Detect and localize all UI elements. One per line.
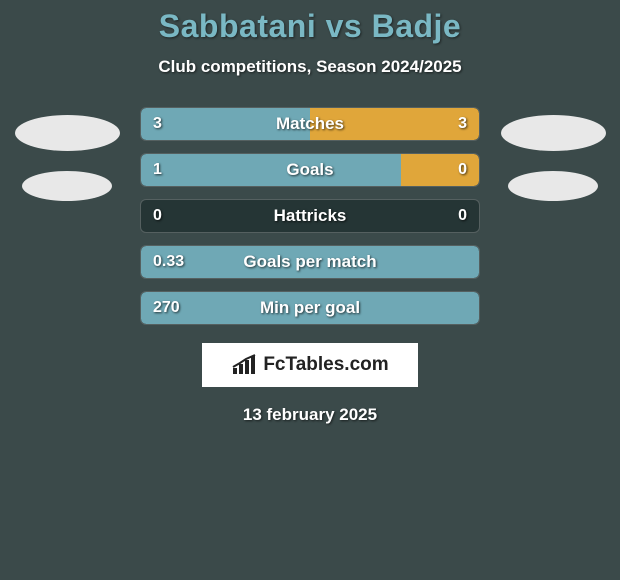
stat-bars: 33Matches 10Goals 0 0Hattricks 0.33Goals per… [140, 107, 480, 325]
stat-bar-right-fill [401, 154, 479, 186]
left-player-avatar-2 [22, 171, 112, 201]
main-row: 33Matches 10Goals 0 0Hattricks 0.33Goals per… [0, 107, 620, 325]
stat-bar-left-fill [141, 246, 479, 278]
right-player-avatar-2 [508, 171, 598, 201]
logo-text: FcTables.com [263, 354, 388, 376]
source-logo: FcTables.com [202, 343, 418, 387]
page-subtitle: Club competitions, Season 2024/2025 [0, 57, 620, 77]
stat-bar: 0.33Goals per match [140, 245, 480, 279]
comparison-infographic: Sabbatani vs Badje Club competitions, Se… [0, 0, 620, 425]
stat-value-right: 0 [458, 207, 467, 225]
stat-bar: 33Matches [140, 107, 480, 141]
stat-value-left: 0 [153, 207, 162, 225]
page-title: Sabbatani vs Badje [0, 8, 620, 45]
chart-icon [231, 354, 257, 376]
stat-bar-left-fill [141, 154, 401, 186]
right-player-avatar-1 [501, 115, 606, 151]
stat-bar: 270Min per goal [140, 291, 480, 325]
stat-bar: 0 0Hattricks [140, 199, 480, 233]
stat-label: Hattricks [141, 206, 479, 226]
left-avatar-column [12, 107, 122, 201]
right-avatar-column [498, 107, 608, 201]
stat-bar-left-fill [141, 108, 310, 140]
stat-bar: 10Goals [140, 153, 480, 187]
stat-bar-left-fill [141, 292, 479, 324]
left-player-avatar-1 [15, 115, 120, 151]
footer-date: 13 february 2025 [0, 405, 620, 425]
stat-bar-right-fill [310, 108, 479, 140]
